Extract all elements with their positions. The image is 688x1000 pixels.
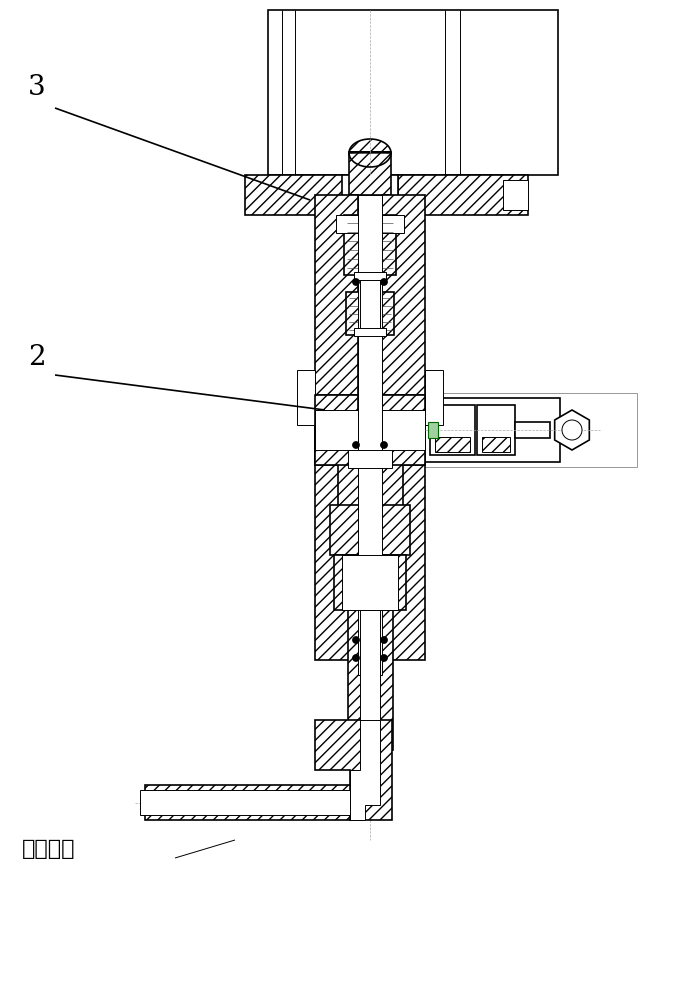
Text: 3: 3 <box>28 74 45 101</box>
Bar <box>342 175 398 215</box>
Circle shape <box>352 637 360 644</box>
Bar <box>515 422 550 438</box>
Bar <box>348 450 392 468</box>
Bar <box>425 398 560 462</box>
Bar <box>330 505 410 555</box>
Bar <box>268 10 558 175</box>
Bar <box>422 393 637 467</box>
Bar <box>315 395 425 465</box>
Bar <box>140 790 350 815</box>
Bar <box>360 610 380 750</box>
Bar <box>425 418 500 442</box>
Polygon shape <box>555 410 590 450</box>
Circle shape <box>380 278 387 286</box>
Bar <box>354 328 386 336</box>
Bar <box>425 370 443 425</box>
Polygon shape <box>350 720 380 820</box>
Bar <box>382 410 425 450</box>
Circle shape <box>562 420 582 440</box>
Bar <box>315 395 358 465</box>
Bar <box>315 410 358 450</box>
Circle shape <box>352 654 360 662</box>
Bar <box>435 437 470 452</box>
Bar <box>354 272 386 280</box>
Bar <box>315 195 358 660</box>
Bar <box>344 215 396 275</box>
Polygon shape <box>315 720 392 820</box>
Bar <box>428 422 438 438</box>
Bar <box>338 462 402 510</box>
Text: 高压出水: 高压出水 <box>22 839 76 859</box>
Text: 2: 2 <box>28 344 45 371</box>
Polygon shape <box>349 139 391 153</box>
Circle shape <box>352 278 360 286</box>
Bar <box>430 405 475 455</box>
Bar <box>347 610 392 750</box>
Bar <box>334 555 406 610</box>
Bar <box>346 292 394 335</box>
Bar <box>477 405 515 455</box>
Bar <box>349 152 391 195</box>
Circle shape <box>380 442 387 448</box>
Bar <box>297 370 315 425</box>
Circle shape <box>352 442 360 448</box>
Bar <box>382 395 425 465</box>
Bar <box>342 555 398 610</box>
Bar <box>503 180 528 210</box>
Bar <box>482 437 510 452</box>
Circle shape <box>380 654 387 662</box>
Circle shape <box>380 637 387 644</box>
Bar <box>398 175 528 215</box>
Bar <box>336 215 404 233</box>
Bar <box>382 195 425 660</box>
Bar <box>245 175 343 215</box>
Bar <box>358 195 382 675</box>
Bar <box>360 275 380 330</box>
Bar <box>145 785 350 820</box>
